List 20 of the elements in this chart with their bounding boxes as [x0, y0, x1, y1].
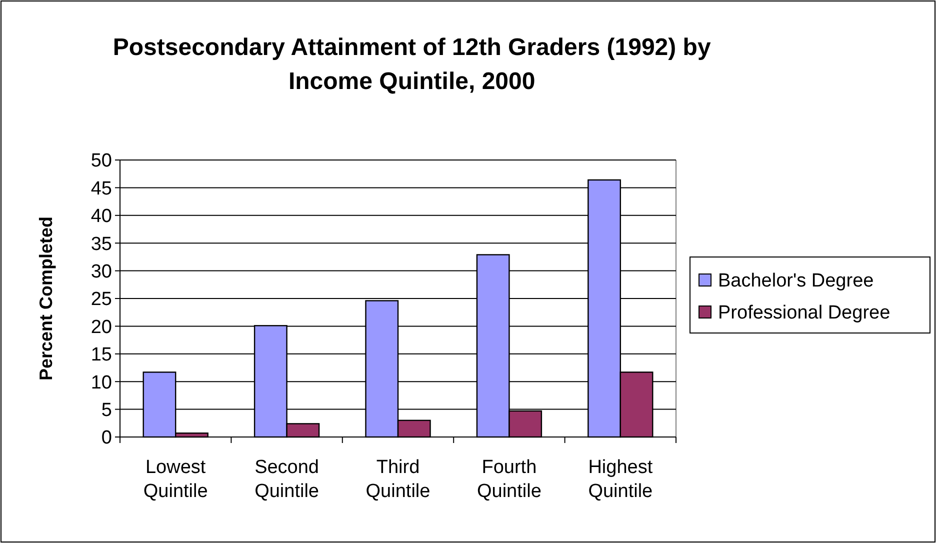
y-tick-label: 5: [101, 400, 112, 421]
legend-label: Professional Degree: [718, 302, 890, 324]
chart-title: Postsecondary Attainment of 12th Graders (1992) by Income Quintile, 2000: [112, 34, 712, 95]
y-tick-label: 50: [90, 150, 112, 172]
x-tick-label: Fourth Quintile: [476, 457, 542, 502]
y-tick-label: 30: [90, 261, 112, 282]
y-tick-label: 15: [90, 344, 112, 366]
y-tick-label: 20: [90, 316, 112, 338]
x-tick-label: Lowest Quintile: [143, 457, 208, 502]
y-tick-label: 25: [90, 289, 112, 310]
x-tick-label: Second Quintile: [254, 457, 320, 502]
x-tick-label: Highest Quintile: [588, 457, 654, 502]
y-axis-title: Percent Completed: [36, 216, 56, 381]
y-tick-label: 0: [101, 428, 112, 449]
y-tick-label: 40: [90, 206, 112, 228]
x-tick-label: Third Quintile: [366, 457, 430, 502]
y-tick-label: 35: [90, 234, 112, 255]
y-tick-label: 10: [90, 372, 112, 394]
legend-label: Bachelor's Degree: [718, 270, 874, 292]
y-tick-label: 45: [90, 178, 112, 200]
